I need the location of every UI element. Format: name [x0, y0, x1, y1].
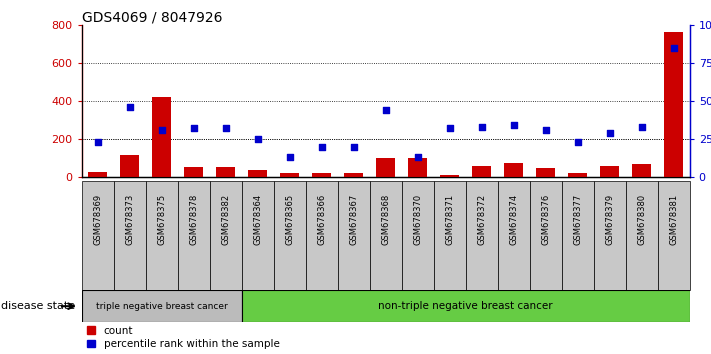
- Bar: [536, 169, 555, 177]
- FancyBboxPatch shape: [82, 181, 114, 290]
- Text: GSM678371: GSM678371: [445, 194, 454, 245]
- Bar: [88, 172, 107, 177]
- Text: GSM678378: GSM678378: [189, 194, 198, 245]
- Bar: [568, 173, 587, 177]
- Legend: count, percentile rank within the sample: count, percentile rank within the sample: [87, 326, 279, 349]
- Point: [252, 136, 264, 142]
- Point: [92, 139, 104, 145]
- Text: GSM678365: GSM678365: [285, 194, 294, 245]
- Text: triple negative breast cancer: triple negative breast cancer: [96, 302, 228, 311]
- Point: [604, 130, 616, 136]
- FancyBboxPatch shape: [82, 290, 242, 322]
- FancyBboxPatch shape: [498, 181, 530, 290]
- Point: [508, 122, 519, 128]
- Text: GSM678369: GSM678369: [93, 194, 102, 245]
- Bar: [216, 166, 235, 177]
- Text: GSM678366: GSM678366: [317, 194, 326, 245]
- FancyBboxPatch shape: [562, 181, 594, 290]
- FancyBboxPatch shape: [178, 181, 210, 290]
- Bar: [376, 158, 395, 177]
- Point: [412, 154, 424, 160]
- Bar: [120, 155, 139, 177]
- Point: [444, 125, 455, 131]
- Text: GSM678377: GSM678377: [573, 194, 582, 245]
- Point: [284, 154, 296, 160]
- FancyBboxPatch shape: [114, 181, 146, 290]
- FancyBboxPatch shape: [242, 181, 274, 290]
- Point: [348, 144, 359, 149]
- FancyBboxPatch shape: [658, 181, 690, 290]
- FancyBboxPatch shape: [466, 181, 498, 290]
- Bar: [280, 173, 299, 177]
- Text: GSM678375: GSM678375: [157, 194, 166, 245]
- FancyBboxPatch shape: [306, 181, 338, 290]
- Text: GSM678382: GSM678382: [221, 194, 230, 245]
- Point: [540, 127, 552, 133]
- Text: GSM678372: GSM678372: [477, 194, 486, 245]
- Text: GSM678379: GSM678379: [605, 194, 614, 245]
- Text: disease state: disease state: [1, 301, 75, 311]
- Bar: [600, 166, 619, 177]
- Bar: [632, 164, 651, 177]
- Bar: [344, 173, 363, 177]
- Point: [668, 45, 680, 51]
- FancyBboxPatch shape: [626, 181, 658, 290]
- FancyBboxPatch shape: [338, 181, 370, 290]
- FancyBboxPatch shape: [370, 181, 402, 290]
- Text: GSM678367: GSM678367: [349, 194, 358, 245]
- Bar: [504, 163, 523, 177]
- Text: GSM678374: GSM678374: [509, 194, 518, 245]
- Bar: [312, 173, 331, 177]
- Point: [188, 125, 199, 131]
- Bar: [472, 166, 491, 177]
- Text: GSM678373: GSM678373: [125, 194, 134, 245]
- Point: [316, 144, 327, 149]
- FancyBboxPatch shape: [402, 181, 434, 290]
- Text: GSM678376: GSM678376: [541, 194, 550, 245]
- Text: GSM678364: GSM678364: [253, 194, 262, 245]
- Point: [124, 104, 135, 110]
- Bar: [664, 33, 683, 177]
- Bar: [440, 175, 459, 177]
- Text: GDS4069 / 8047926: GDS4069 / 8047926: [82, 11, 223, 25]
- FancyBboxPatch shape: [146, 181, 178, 290]
- Bar: [408, 158, 427, 177]
- Point: [380, 107, 391, 113]
- FancyBboxPatch shape: [594, 181, 626, 290]
- FancyBboxPatch shape: [530, 181, 562, 290]
- Point: [572, 139, 583, 145]
- FancyBboxPatch shape: [242, 290, 690, 322]
- Text: GSM678380: GSM678380: [637, 194, 646, 245]
- Text: GSM678368: GSM678368: [381, 194, 390, 245]
- Point: [156, 127, 168, 133]
- Point: [636, 124, 648, 130]
- Bar: [184, 167, 203, 177]
- Bar: [248, 170, 267, 177]
- Text: non-triple negative breast cancer: non-triple negative breast cancer: [378, 301, 553, 311]
- Point: [220, 125, 232, 131]
- FancyBboxPatch shape: [274, 181, 306, 290]
- FancyBboxPatch shape: [210, 181, 242, 290]
- FancyBboxPatch shape: [434, 181, 466, 290]
- Point: [476, 124, 487, 130]
- Text: GSM678381: GSM678381: [669, 194, 678, 245]
- Text: GSM678370: GSM678370: [413, 194, 422, 245]
- Bar: [152, 97, 171, 177]
